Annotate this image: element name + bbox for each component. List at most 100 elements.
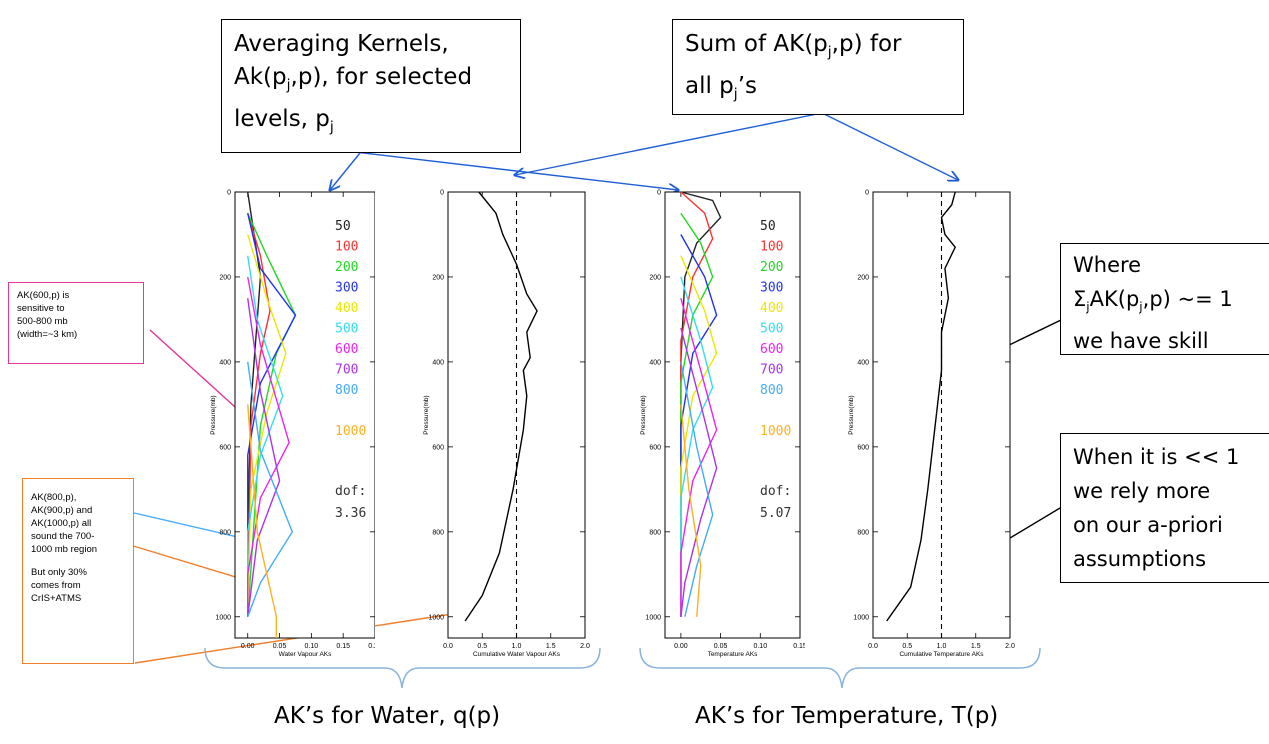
sum-of-ak-callout: Sum of AK(pj,p) for all pj’s — [672, 19, 964, 115]
ak-callout-line3: levels, pj — [234, 105, 334, 136]
series-line-1000 — [680, 404, 702, 617]
y-tick-label: 800 — [432, 529, 444, 536]
level-label: 300 — [760, 281, 783, 296]
temperature-ak-plot: 0 200 400 600 800 1000 0.00 0.05 0.10 0.15 Tempera… — [640, 190, 805, 659]
y-tick-label: 1000 — [428, 614, 444, 621]
series-line-300 — [247, 213, 297, 617]
brace-water — [204, 647, 601, 689]
y-tick-label: 1000 — [215, 614, 231, 621]
y-axis-label: Pressure(mb) — [210, 395, 217, 434]
water-vapour-ak-plot: 0 200 400 600 800 1000 0.00 0.05 0.10 0.15 0.20 Wat… — [210, 190, 375, 658]
water-caption: AK’s for Water, q(p) — [274, 703, 501, 729]
x-tick-label: 0.0 — [443, 643, 453, 650]
level-label: 100 — [335, 240, 358, 255]
x-tick-label: 0.5 — [902, 643, 912, 650]
series-line-1000 — [247, 404, 278, 638]
x-tick-label: 0.05 — [714, 643, 728, 650]
cumulative-water-vapour-ak-plot: 0 200 400 600 800 1000 0.0 0.5 1.0 1.5 2.0 Cumulati… — [423, 190, 590, 659]
x-tick-label: 1.5 — [546, 643, 556, 650]
x-tick-label: 0.00 — [241, 643, 255, 650]
y-axis-label: Pressure(mb) — [640, 395, 647, 434]
arrow-ak-to-water-plot — [330, 152, 361, 190]
y-tick-label: 1000 — [853, 614, 869, 621]
series-line-400 — [247, 234, 287, 617]
sum-callout-line2: all pj’s — [685, 72, 757, 103]
y-tick-label: 600 — [649, 444, 661, 451]
level-label: 600 — [335, 342, 358, 357]
where-skill-callout: Where ΣjAK(pj,p) ~= 1 we have skill — [1060, 243, 1269, 355]
dof-label: dof: — [760, 484, 791, 499]
y-tick-label: 0 — [440, 190, 444, 197]
y-axis-label: Pressure(mb) — [423, 395, 430, 434]
y-tick-label: 800 — [857, 529, 869, 536]
level-label: 50 — [335, 219, 351, 234]
level-label: 700 — [760, 363, 783, 378]
level-label: 1000 — [760, 424, 791, 439]
ak-callout-line1: Averaging Kernels, — [234, 31, 449, 57]
temperature-caption: AK’s for Temperature, T(p) — [695, 703, 999, 729]
series-line-100 — [247, 213, 271, 617]
x-tick-label: 0.10 — [753, 643, 767, 650]
x-tick-label: 0.15 — [336, 643, 350, 650]
x-axis-label: Temperature AKs — [708, 651, 759, 658]
brace-temperature — [639, 647, 1041, 689]
x-tick-label: 1.0 — [512, 643, 522, 650]
y-tick-label: 0 — [227, 190, 231, 197]
where-line1: Where — [1073, 253, 1142, 277]
series-line-800 — [247, 361, 294, 618]
y-tick-label: 200 — [432, 274, 444, 281]
series-line-500 — [680, 276, 714, 617]
x-tick-label: 1.0 — [937, 643, 947, 650]
level-label: 600 — [760, 342, 783, 357]
x-tick-label: 1.5 — [971, 643, 981, 650]
level-label: 300 — [335, 281, 358, 296]
y-tick-label: 800 — [649, 529, 661, 536]
when-line4: assumptions — [1073, 547, 1207, 571]
series-line-cumulative — [886, 191, 957, 622]
y-tick-label: 400 — [219, 359, 231, 366]
sum-callout-line1: Sum of AK(pj,p) for — [685, 31, 902, 61]
level-label: 400 — [760, 301, 783, 316]
level-label: 800 — [760, 383, 783, 398]
level-label: 400 — [335, 301, 358, 316]
series-line-400 — [680, 255, 718, 617]
y-tick-label: 0 — [657, 190, 661, 197]
y-tick-label: 0 — [865, 190, 869, 197]
x-axis-label: Cumulative Temperature AKs — [899, 651, 984, 658]
level-label: 200 — [760, 260, 783, 275]
series-line-500 — [247, 255, 284, 617]
orange-note: AK(800,p), AK(900,p) and AK(1000,p) all … — [22, 478, 134, 664]
series-line-800 — [680, 361, 714, 617]
series-line-600 — [680, 298, 718, 617]
x-tick-label: 0.05 — [273, 643, 287, 650]
y-tick-label: 600 — [432, 444, 444, 451]
y-tick-label: 1000 — [645, 614, 661, 621]
arrow-sum-to-water-cum — [515, 112, 823, 175]
level-label: 900 — [335, 404, 358, 419]
x-tick-label: 0.15 — [793, 643, 805, 650]
y-tick-label: 200 — [857, 274, 869, 281]
level-label: 500 — [335, 322, 358, 337]
y-tick-label: 400 — [649, 359, 661, 366]
when-line3: on our a-priori — [1073, 513, 1223, 537]
level-label: 100 — [760, 240, 783, 255]
cumulative-temperature-ak-plot: 0 200 400 600 800 1000 0.0 0.5 1.0 1.5 2.0 Cumulati… — [848, 190, 1015, 659]
level-label: 700 — [335, 363, 358, 378]
y-axis-label: Pressure(mb) — [848, 395, 855, 434]
averaging-kernels-callout: Averaging Kernels, Ak(pj,p), for selecte… — [221, 19, 521, 153]
x-axis-label: Cumulative Water Vapour AKs — [473, 651, 561, 658]
y-tick-label: 200 — [649, 274, 661, 281]
series-line-cumulative — [464, 191, 538, 622]
x-tick-label: 0.20 — [368, 643, 375, 650]
level-label: 1000 — [335, 424, 366, 439]
series-line-700 — [247, 298, 281, 617]
x-tick-label: 0.10 — [305, 643, 319, 650]
y-tick-label: 400 — [432, 359, 444, 366]
dof-value: 5.07 — [760, 506, 791, 521]
x-tick-label: 2.0 — [580, 643, 590, 650]
y-tick-label: 200 — [219, 274, 231, 281]
x-tick-label: 2.0 — [1005, 643, 1015, 650]
level-label: 900 — [760, 404, 783, 419]
x-tick-label: 0.00 — [674, 643, 688, 650]
x-tick-label: 0.0 — [868, 643, 878, 650]
